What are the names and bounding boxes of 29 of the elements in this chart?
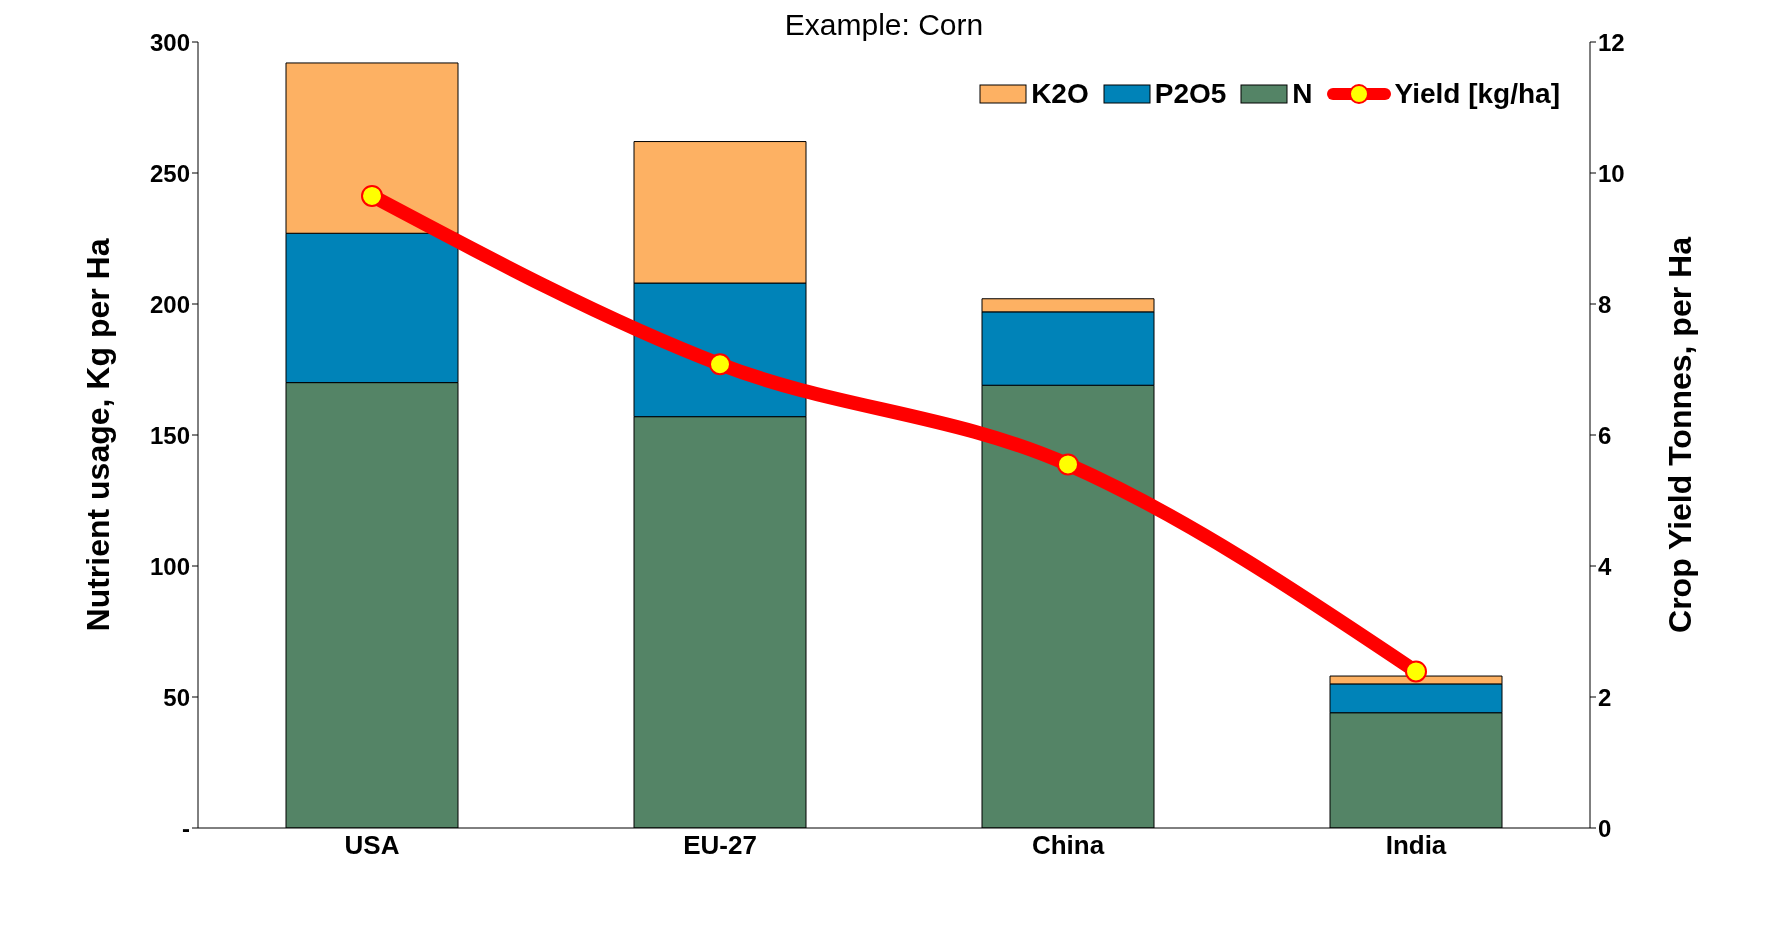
x-tick-label: EU-27 — [683, 830, 757, 861]
legend-label: K2O — [1031, 78, 1089, 110]
y2-tick-label: 0 — [1598, 814, 1612, 842]
y-axis-title: Nutrient usage, Kg per Ha — [80, 238, 117, 632]
point — [709, 353, 731, 376]
legend-label: P2O5 — [1154, 78, 1227, 110]
point — [1405, 660, 1427, 683]
y2-tick-label: 10 — [1598, 159, 1625, 187]
chart-title: Example: Corn — [784, 8, 984, 41]
legend-label: Yield [kg/ha] — [1394, 78, 1560, 110]
x-tick-label: China — [1031, 830, 1105, 861]
y-tick-label: 250 — [149, 159, 190, 187]
y-tick-label: 200 — [149, 290, 190, 318]
x-tick-label: India — [1385, 830, 1447, 861]
point — [1057, 453, 1079, 476]
y2-tick-label: 6 — [1598, 421, 1612, 449]
y-tick-label: - — [182, 814, 190, 842]
y-tick-label: 300 — [149, 28, 190, 56]
y-tick-label: 50 — [163, 683, 190, 711]
x-tick-label: USA — [344, 830, 400, 861]
point — [361, 184, 383, 207]
y2-tick-label: 8 — [1598, 290, 1612, 318]
legend-label: N — [1292, 78, 1313, 110]
y-tick-label: 100 — [149, 552, 190, 580]
y-tick-label: 150 — [149, 421, 190, 449]
y2-axis-title: Crop Yield Tonnes, per Ha — [1662, 236, 1699, 633]
y2-tick-label: 4 — [1598, 552, 1612, 580]
y2-tick-label: 12 — [1598, 28, 1625, 56]
y2-tick-label: 2 — [1598, 683, 1612, 711]
